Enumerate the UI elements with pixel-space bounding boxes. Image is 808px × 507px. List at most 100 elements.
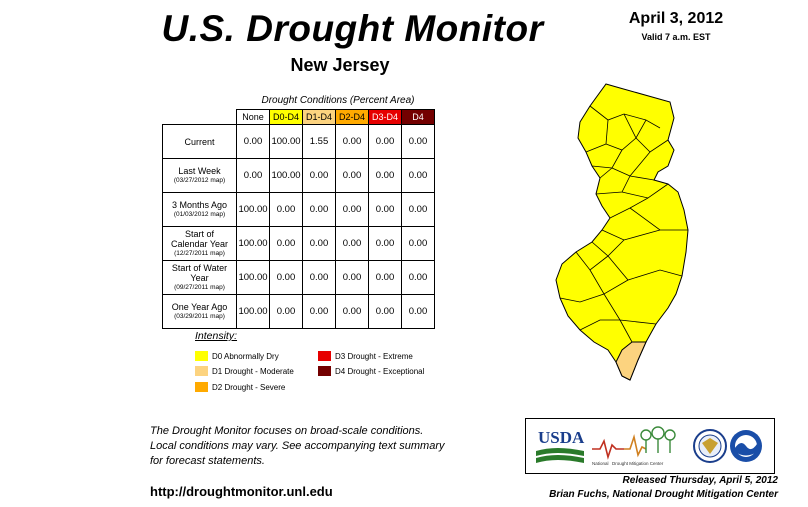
logos-art: USDA National Drought Mitigation Center xyxy=(536,426,762,466)
disclaimer-note: The Drought Monitor focuses on broad-sca… xyxy=(150,424,490,469)
legend-item-d3: D3 Drought - Extreme xyxy=(318,351,413,361)
table-cell: 1.55 xyxy=(302,124,336,159)
row-label: Start of Water Year (09/27/2011 map) xyxy=(162,260,237,295)
nj-cape-may-d1-area xyxy=(615,341,647,381)
table-cell: 0.00 xyxy=(368,294,402,329)
col-header-d2-d4: D2-D4 xyxy=(335,109,369,125)
col-header-d3-d4: D3-D4 xyxy=(368,109,402,125)
legend-label: D4 Drought - Exceptional xyxy=(335,366,425,376)
legend-item-d4: D4 Drought - Exceptional xyxy=(318,366,424,376)
usda-logo-icon: USDA xyxy=(536,428,585,463)
noaa-logo-icon xyxy=(730,430,762,462)
row-label: One Year Ago (03/29/2011 map) xyxy=(162,294,237,329)
table-cell: 0.00 xyxy=(401,260,435,295)
table-cell: 0.00 xyxy=(269,226,303,261)
col-header-d1-d4: D1-D4 xyxy=(302,109,336,125)
table-cell: 100.00 xyxy=(236,192,270,227)
row-label: Start of Calendar Year (12/27/2011 map) xyxy=(162,226,237,261)
table-row: One Year Ago (03/29/2011 map) 100.00 0.00 0.… xyxy=(162,294,435,329)
table-row: Start of Water Year (09/27/2011 map) 100.0… xyxy=(162,260,435,295)
table-cell: 0.00 xyxy=(236,158,270,193)
col-header-d0-d4: D0-D4 xyxy=(269,109,303,125)
table-cell: 0.00 xyxy=(269,260,303,295)
col-header-d4: D4 xyxy=(401,109,435,125)
ndmc-text-a: National xyxy=(592,461,609,466)
doc-seal-icon xyxy=(693,429,727,463)
table-cell: 100.00 xyxy=(269,158,303,193)
map-date: April 3, 2012 xyxy=(628,10,724,27)
table-cell: 0.00 xyxy=(302,226,336,261)
usda-logo-text: USDA xyxy=(538,428,585,447)
row-label: Last Week (03/27/2012 map) xyxy=(162,158,237,193)
note-line: for forecast statements. xyxy=(150,455,265,467)
legend-swatch xyxy=(318,351,331,361)
row-label-text: 3 Months Ago xyxy=(171,199,228,210)
legend-label: D1 Drought - Moderate xyxy=(212,366,294,376)
new-jersey-map xyxy=(555,83,689,381)
nj-state-d0-area xyxy=(555,83,689,381)
legend-swatch xyxy=(195,366,208,376)
table-cell: 0.00 xyxy=(368,124,402,159)
col-header-none: None xyxy=(236,109,270,125)
table-cell: 0.00 xyxy=(236,124,270,159)
table-row: Start of Calendar Year (12/27/2011 map) 10… xyxy=(162,226,435,261)
row-sublabel: (03/29/2011 map) xyxy=(174,312,225,320)
legend-label: D2 Drought - Severe xyxy=(212,382,286,392)
table-cell: 100.00 xyxy=(236,260,270,295)
legend-label: D0 Abnormally Dry xyxy=(212,351,279,361)
table-cell: 0.00 xyxy=(335,226,369,261)
legend-label: D3 Drought - Extreme xyxy=(335,351,413,361)
row-label-text: Start of Calendar Year xyxy=(170,228,229,249)
legend-item-d2: D2 Drought - Severe xyxy=(195,382,285,392)
table-cell: 0.00 xyxy=(401,226,435,261)
row-label-text: One Year Ago xyxy=(171,301,228,312)
legend-item-d1: D1 Drought - Moderate xyxy=(195,366,294,376)
table-corner xyxy=(163,110,237,125)
table-row: 3 Months Ago (01/03/2012 map) 100.00 0.00 0.… xyxy=(162,192,435,227)
note-line: The Drought Monitor focuses on broad-sca… xyxy=(150,425,424,437)
table-cell: 0.00 xyxy=(401,294,435,329)
row-label-text: Last Week xyxy=(178,165,221,176)
table-cell: 0.00 xyxy=(335,294,369,329)
release-date: Released Thursday, April 5, 2012 xyxy=(622,475,778,486)
table-cell: 0.00 xyxy=(302,294,336,329)
table-cell: 0.00 xyxy=(269,192,303,227)
ndmc-text-b: Drought Mitigation Center xyxy=(612,461,664,466)
page-title: U.S. Drought Monitor xyxy=(161,8,544,49)
table-cell: 0.00 xyxy=(335,158,369,193)
table-cell: 0.00 xyxy=(368,192,402,227)
table-cell: 0.00 xyxy=(302,192,336,227)
legend-item-d0: D0 Abnormally Dry xyxy=(195,351,279,361)
table-cell: 100.00 xyxy=(236,294,270,329)
table-row: Current 0.00 100.00 1.55 0.00 0.00 0.00 xyxy=(162,124,435,159)
table-cell: 100.00 xyxy=(269,124,303,159)
legend-swatch xyxy=(318,366,331,376)
row-label-text: Start of Water Year xyxy=(171,262,228,283)
author-credit: Brian Fuchs, National Drought Mitigation… xyxy=(549,489,778,500)
table-cell: 0.00 xyxy=(335,124,369,159)
agency-logos: USDA National Drought Mitigation Center xyxy=(525,418,775,474)
table-cell: 0.00 xyxy=(335,260,369,295)
valid-time: Valid 7 a.m. EST xyxy=(641,32,711,42)
table-row: Last Week (03/27/2012 map) 0.00 100.00 0.00 0… xyxy=(162,158,435,193)
table-cell: 0.00 xyxy=(401,158,435,193)
table-cell: 0.00 xyxy=(368,260,402,295)
row-label-text: Current xyxy=(184,136,215,147)
table-cell: 0.00 xyxy=(302,260,336,295)
county-boundaries xyxy=(559,105,688,343)
table-caption: Drought Conditions (Percent Area) xyxy=(261,95,415,106)
table-cell: 0.00 xyxy=(401,124,435,159)
table-cell: 0.00 xyxy=(335,192,369,227)
legend-swatch xyxy=(195,382,208,392)
drought-conditions-table: None D0-D4 D1-D4 D2-D4 D3-D4 D4 Current 0… xyxy=(162,109,435,329)
note-line: Local conditions may vary. See accompany… xyxy=(150,440,445,452)
website-link[interactable]: http://droughtmonitor.unl.edu xyxy=(150,484,333,499)
legend-swatch xyxy=(195,351,208,361)
row-sublabel: (09/27/2011 map) xyxy=(174,283,225,291)
table-cell: 0.00 xyxy=(302,158,336,193)
row-sublabel: (03/27/2012 map) xyxy=(173,176,226,184)
table-cell: 100.00 xyxy=(236,226,270,261)
row-label: Current xyxy=(162,124,237,159)
ndmc-logo-icon: National Drought Mitigation Center xyxy=(592,426,676,466)
row-label: 3 Months Ago (01/03/2012 map) xyxy=(162,192,237,227)
